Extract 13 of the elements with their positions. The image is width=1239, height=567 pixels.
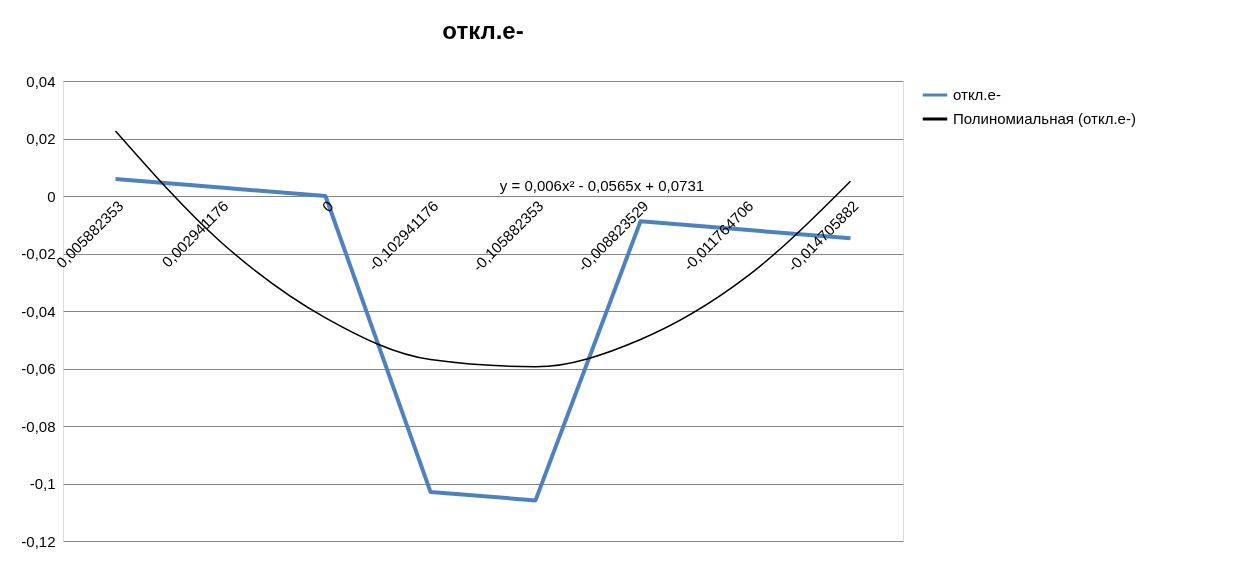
y-tick-label: -0,08 (21, 417, 56, 435)
y-tick-label: -0,04 (21, 302, 56, 320)
y-tick-label: -0,1 (29, 475, 56, 492)
y-tick-label: -0,12 (21, 532, 56, 550)
legend-label: откл.е- (953, 86, 1001, 103)
legend-label: Полиномиальная (откл.е-) (953, 110, 1136, 127)
y-tick-label: -0,06 (21, 360, 56, 377)
chart-title: откл.е- (442, 17, 524, 44)
y-tick-label: 0,02 (26, 130, 56, 147)
y-tick-label: -0,02 (21, 245, 56, 262)
y-tick-label: 0,04 (26, 72, 56, 90)
x-tick-label: 0 (318, 197, 337, 216)
annotation: y = 0,006x² - 0,0565x + 0,0731 (499, 177, 705, 194)
